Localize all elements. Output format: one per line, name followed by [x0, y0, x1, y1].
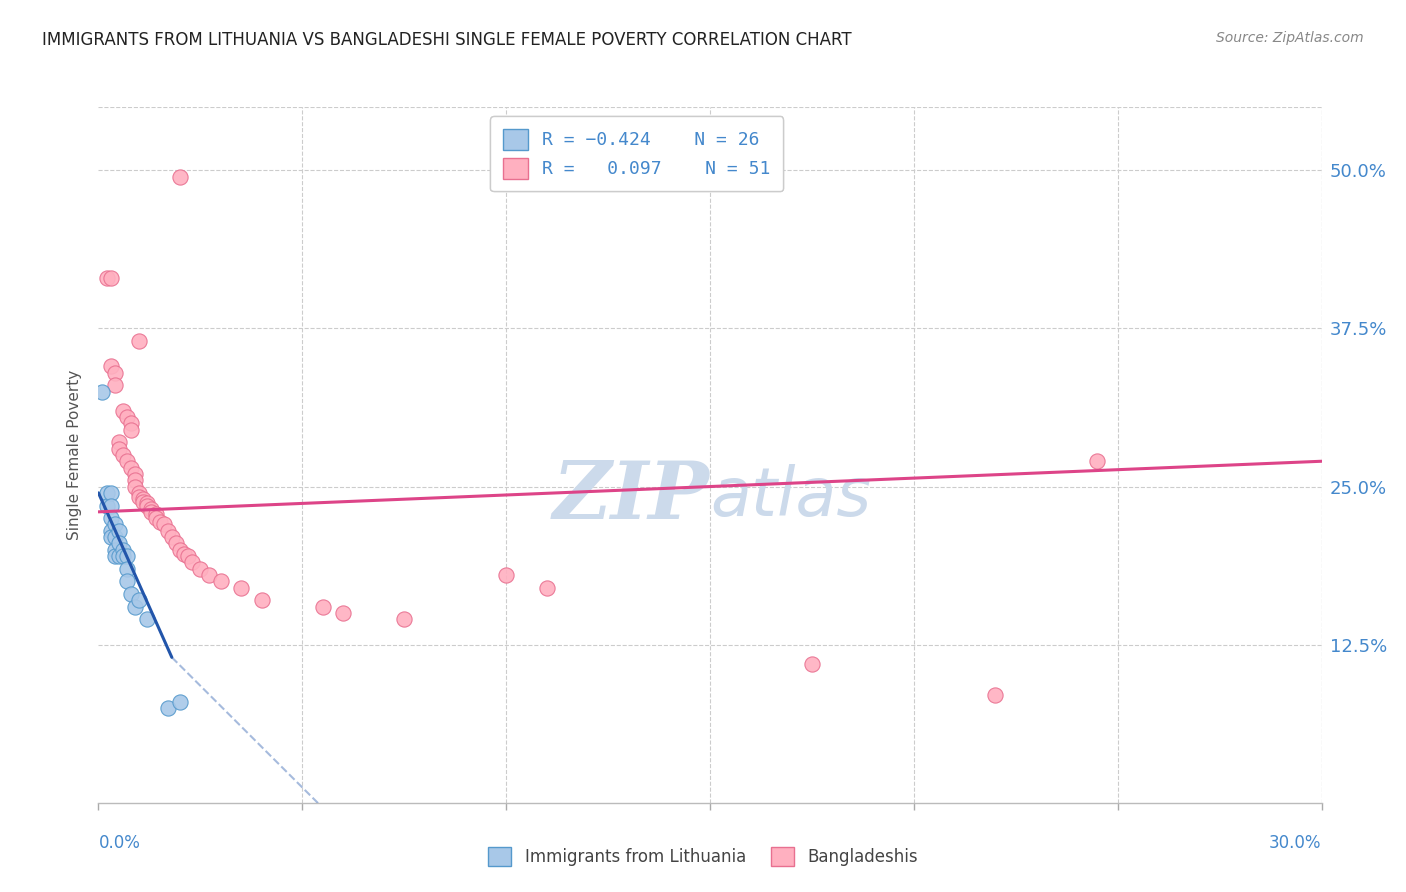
Point: [115, 409, 138, 424]
Legend: R = −0.424    N = 26, R =   0.097    N = 51: R = −0.424 N = 26, R = 0.097 N = 51: [489, 116, 783, 191]
Point: [169, 542, 191, 557]
Point: [115, 574, 138, 589]
Point: [104, 530, 127, 544]
Point: [128, 593, 150, 607]
Y-axis label: Single Female Poverty: Single Female Poverty: [67, 370, 83, 540]
Point: [111, 448, 134, 462]
Point: [231, 581, 253, 595]
Point: [250, 593, 273, 607]
Point: [115, 454, 138, 468]
Point: [136, 612, 159, 626]
Point: [111, 542, 134, 557]
Point: [115, 549, 138, 563]
Point: [115, 562, 138, 576]
Point: [197, 568, 219, 582]
Point: [169, 695, 191, 709]
Point: [124, 599, 146, 614]
Point: [141, 505, 163, 519]
Point: [100, 486, 122, 500]
Point: [169, 169, 191, 184]
Point: [156, 701, 179, 715]
Point: [152, 517, 174, 532]
Point: [165, 536, 187, 550]
Point: [100, 524, 122, 538]
Text: IMMIGRANTS FROM LITHUANIA VS BANGLADESHI SINGLE FEMALE POVERTY CORRELATION CHART: IMMIGRANTS FROM LITHUANIA VS BANGLADESHI…: [42, 31, 852, 49]
Point: [120, 423, 142, 437]
Text: 0.0%: 0.0%: [98, 834, 141, 852]
Point: [128, 490, 150, 504]
Point: [120, 417, 142, 431]
Point: [132, 494, 155, 508]
Point: [104, 549, 127, 563]
Point: [108, 536, 131, 550]
Point: [801, 657, 824, 671]
Point: [160, 530, 183, 544]
Point: [100, 530, 122, 544]
Text: ZIP: ZIP: [553, 458, 710, 535]
Point: [124, 467, 146, 481]
Point: [132, 492, 155, 507]
Point: [96, 486, 118, 500]
Point: [188, 562, 212, 576]
Point: [136, 499, 159, 513]
Point: [156, 524, 179, 538]
Point: [536, 581, 558, 595]
Point: [149, 515, 172, 529]
Point: [145, 508, 167, 522]
Point: [120, 587, 142, 601]
Point: [104, 378, 127, 392]
Point: [111, 403, 134, 417]
Point: [1085, 454, 1108, 468]
Text: atlas: atlas: [710, 464, 872, 530]
Point: [100, 270, 122, 285]
Point: [128, 334, 150, 348]
Point: [177, 549, 200, 563]
Point: [173, 547, 195, 561]
Point: [104, 517, 127, 532]
Point: [145, 511, 167, 525]
Point: [120, 460, 142, 475]
Point: [124, 473, 146, 487]
Point: [100, 511, 122, 525]
Point: [96, 270, 118, 285]
Point: [111, 549, 134, 563]
Point: [108, 524, 131, 538]
Point: [104, 542, 127, 557]
Point: [108, 549, 131, 563]
Point: [108, 442, 131, 456]
Point: [136, 496, 159, 510]
Point: [96, 499, 118, 513]
Point: [332, 606, 354, 620]
Text: Source: ZipAtlas.com: Source: ZipAtlas.com: [1216, 31, 1364, 45]
Point: [181, 556, 204, 570]
Point: [984, 688, 1007, 702]
Point: [495, 568, 517, 582]
Legend: Immigrants from Lithuania, Bangladeshis: Immigrants from Lithuania, Bangladeshis: [479, 838, 927, 875]
Point: [209, 574, 232, 589]
Point: [100, 359, 122, 374]
Point: [124, 479, 146, 493]
Point: [91, 384, 114, 399]
Point: [141, 502, 163, 516]
Point: [128, 486, 150, 500]
Point: [100, 499, 122, 513]
Text: 30.0%: 30.0%: [1270, 834, 1322, 852]
Point: [311, 599, 335, 614]
Point: [392, 612, 416, 626]
Point: [108, 435, 131, 450]
Point: [104, 366, 127, 380]
